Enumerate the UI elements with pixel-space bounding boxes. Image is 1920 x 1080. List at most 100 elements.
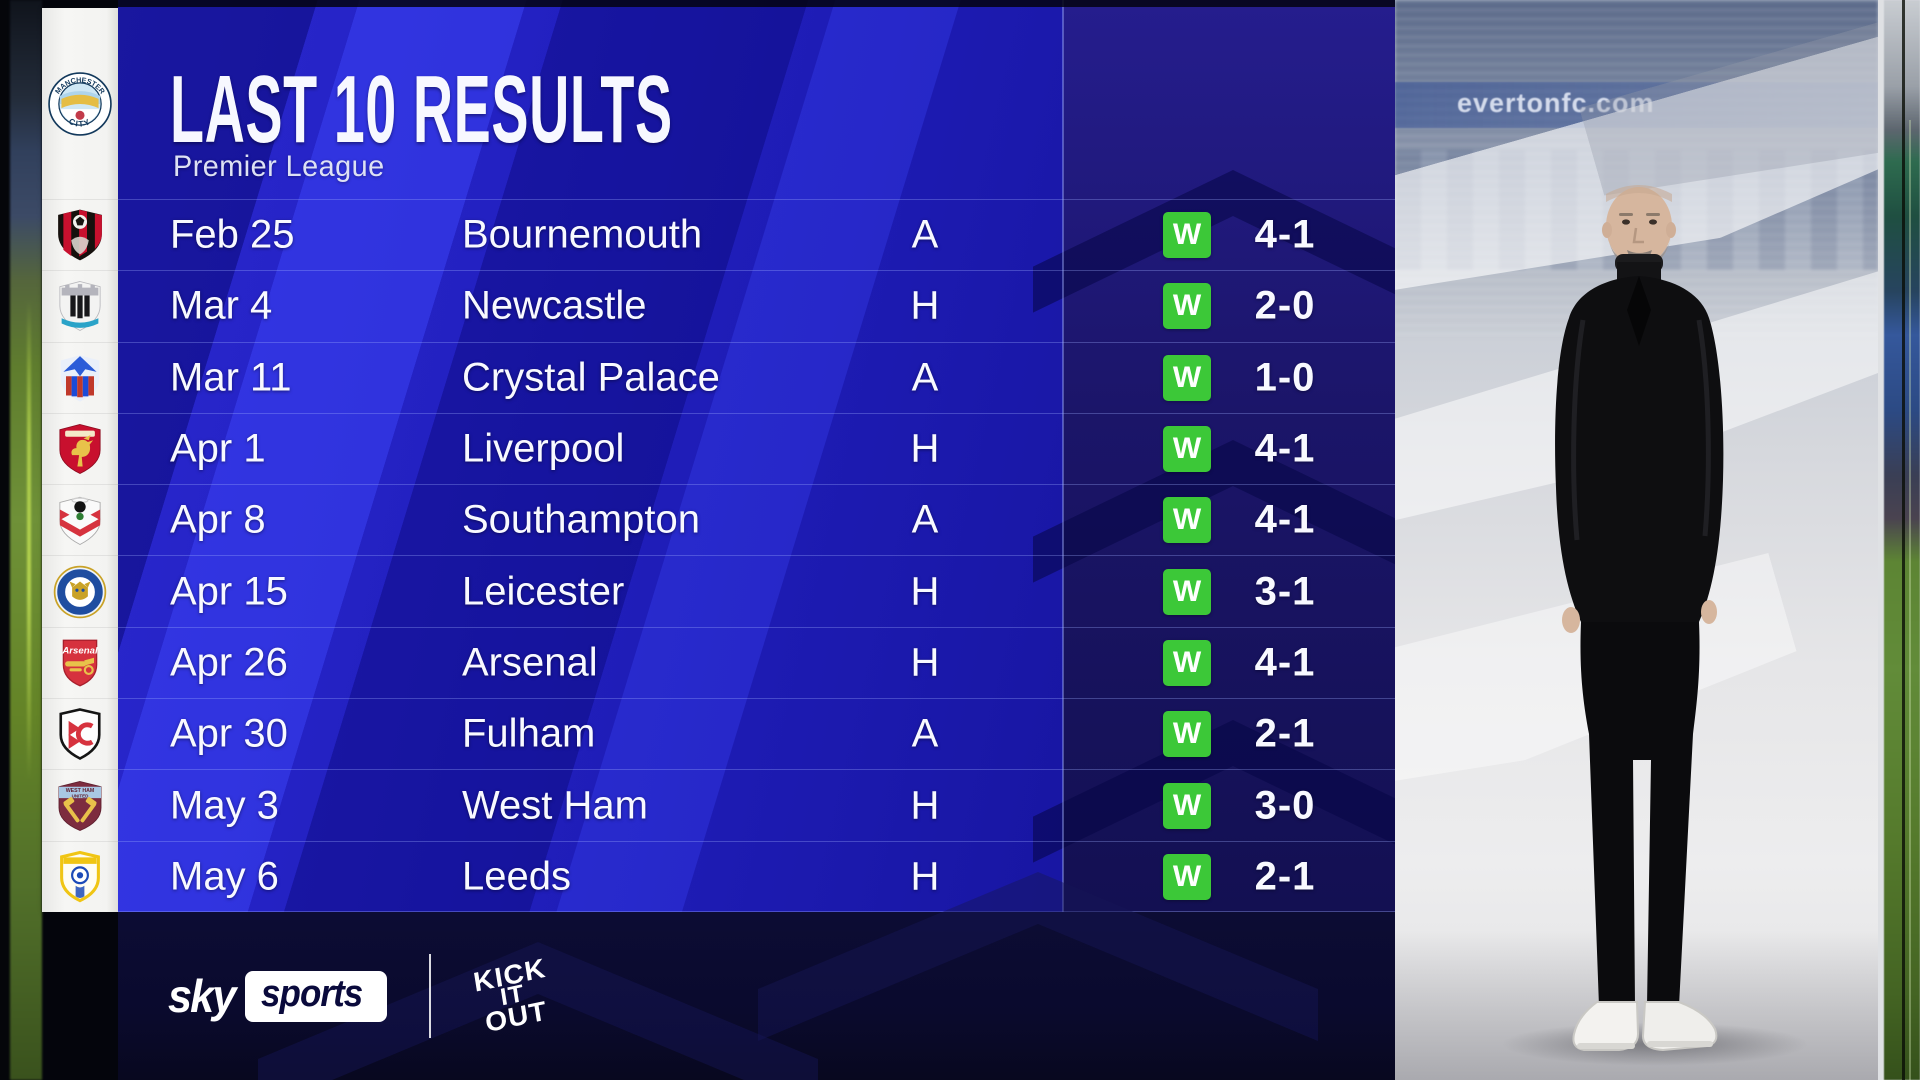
result-score: 2-1 xyxy=(1254,854,1316,899)
result-opponent: West Ham xyxy=(462,783,648,828)
result-venue: H xyxy=(910,569,940,614)
opponent-crest-cell xyxy=(42,199,118,270)
result-opponent: Liverpool xyxy=(462,426,625,471)
result-venue: A xyxy=(911,355,939,400)
result-outcome-badge: W xyxy=(1163,568,1211,615)
pitch-highlight-line xyxy=(1909,120,1911,1080)
result-outcome: W xyxy=(1172,218,1202,252)
result-row: Mar 11 Crystal Palace A W 1-0 xyxy=(118,341,1395,413)
result-score: 4-1 xyxy=(1254,497,1316,542)
result-outcome: W xyxy=(1172,360,1202,394)
result-venue: A xyxy=(911,212,939,257)
left-broadcast-strip xyxy=(10,0,42,1080)
results-panel: LAST 10 RESULTS Premier League Feb 25 Bo… xyxy=(118,0,1395,1080)
result-row: Apr 15 Leicester H W 3-1 xyxy=(118,555,1395,626)
column-divider-line xyxy=(1062,0,1064,912)
result-date: Apr 30 xyxy=(170,711,288,756)
result-score: 4-1 xyxy=(1254,426,1316,471)
result-row: Apr 30 Fulham A W 2-1 xyxy=(118,698,1395,769)
pep-guardiola-figure xyxy=(1555,185,1724,1052)
club-crest-sidebar: MANCHESTER CITY xyxy=(42,8,118,912)
logo-divider xyxy=(428,954,431,1038)
opponent-crest-cell xyxy=(42,555,118,626)
result-row: May 6 Leeds H W 2-1 xyxy=(118,840,1395,912)
result-opponent: Southampton xyxy=(462,497,700,542)
result-opponent: Leeds xyxy=(462,854,571,899)
result-outcome-badge: W xyxy=(1163,853,1211,900)
result-venue: H xyxy=(910,640,940,685)
result-opponent: Leicester xyxy=(462,569,625,614)
result-date: May 3 xyxy=(170,783,279,828)
result-outcome: W xyxy=(1172,432,1202,466)
result-outcome-badge: W xyxy=(1163,711,1211,758)
result-opponent: Arsenal xyxy=(462,640,598,685)
result-venue: H xyxy=(910,783,940,828)
result-date: Mar 4 xyxy=(170,283,273,328)
result-outcome: W xyxy=(1172,289,1202,323)
result-outcome-badge: W xyxy=(1163,426,1211,473)
bournemouth-crest-icon xyxy=(52,207,108,263)
results-table: Feb 25 Bournemouth A W 4-1 Mar 4 Newcast… xyxy=(118,199,1395,912)
opponent-crest-cell xyxy=(42,840,118,912)
svg-text:UNITED: UNITED xyxy=(72,793,90,798)
sky-logo-text: sky xyxy=(168,970,236,1022)
result-row: Apr 1 Liverpool H W 4-1 xyxy=(118,412,1395,484)
club-crest-cell: MANCHESTER CITY xyxy=(42,8,118,199)
result-row: Feb 25 Bournemouth A W 4-1 xyxy=(118,199,1395,270)
arsenal-crest-icon: Arsenal xyxy=(52,635,108,691)
west-ham-crest-icon: WEST HAM UNITED xyxy=(52,778,108,834)
result-outcome-badge: W xyxy=(1163,782,1211,829)
result-outcome-badge: W xyxy=(1163,639,1211,686)
competition-subtitle: Premier League xyxy=(173,150,385,183)
result-row: Apr 8 Southampton A W 4-1 xyxy=(118,484,1395,555)
result-opponent: Newcastle xyxy=(462,283,647,328)
left-black-edge xyxy=(0,0,10,1080)
sky-sports-logo: sports xyxy=(244,970,387,1022)
result-outcome: W xyxy=(1172,717,1202,751)
result-score: 4-1 xyxy=(1254,640,1316,685)
result-date: Mar 11 xyxy=(170,355,292,400)
result-venue: H xyxy=(910,854,940,899)
page-title: LAST 10 RESULTS xyxy=(170,56,673,163)
opponent-crest-cell xyxy=(42,341,118,413)
result-opponent: Fulham xyxy=(462,711,596,756)
svg-text:Arsenal: Arsenal xyxy=(61,645,98,656)
result-score: 3-1 xyxy=(1254,569,1316,614)
result-outcome: W xyxy=(1172,645,1202,679)
result-score: 1-0 xyxy=(1254,355,1316,400)
result-date: Apr 1 xyxy=(170,426,266,471)
kick-it-out-line: OUT xyxy=(482,995,550,1038)
result-opponent: Crystal Palace xyxy=(462,355,720,400)
leeds-crest-icon xyxy=(52,849,108,905)
result-date: Apr 8 xyxy=(170,497,266,542)
result-venue: H xyxy=(910,426,940,471)
leicester-crest-icon xyxy=(52,564,108,620)
opponent-crest-cell: WEST HAM UNITED xyxy=(42,769,118,840)
manchester-city-crest-icon: MANCHESTER CITY xyxy=(47,71,113,137)
panel-top-edge xyxy=(118,0,1395,7)
footer-band: sky sports KICK IT OUT xyxy=(118,872,1395,1080)
opponent-crest-cell xyxy=(42,698,118,769)
result-venue: A xyxy=(911,497,939,542)
result-score: 3-0 xyxy=(1254,783,1316,828)
goalpost-line xyxy=(1902,0,1905,1080)
result-outcome: W xyxy=(1172,788,1202,822)
result-opponent: Bournemouth xyxy=(462,212,703,257)
result-outcome-badge: W xyxy=(1163,497,1211,544)
result-venue: A xyxy=(911,711,939,756)
opponent-crest-cell xyxy=(42,484,118,555)
newcastle-crest-icon xyxy=(52,278,108,334)
result-row: Mar 4 Newcastle H W 2-0 xyxy=(118,270,1395,341)
result-date: May 6 xyxy=(170,854,279,899)
score-column-background xyxy=(1033,0,1395,912)
opponent-crest-cell: Arsenal xyxy=(42,626,118,698)
kick-it-out-logo: KICK IT OUT xyxy=(458,939,567,1054)
result-row: Apr 26 Arsenal H W 4-1 xyxy=(118,626,1395,698)
result-score: 2-1 xyxy=(1254,711,1316,756)
fulham-crest-icon xyxy=(52,706,108,762)
opponent-crest-cell xyxy=(42,270,118,341)
result-outcome: W xyxy=(1172,574,1202,608)
opponent-crest-cell xyxy=(42,412,118,484)
southampton-crest-icon xyxy=(52,492,108,548)
